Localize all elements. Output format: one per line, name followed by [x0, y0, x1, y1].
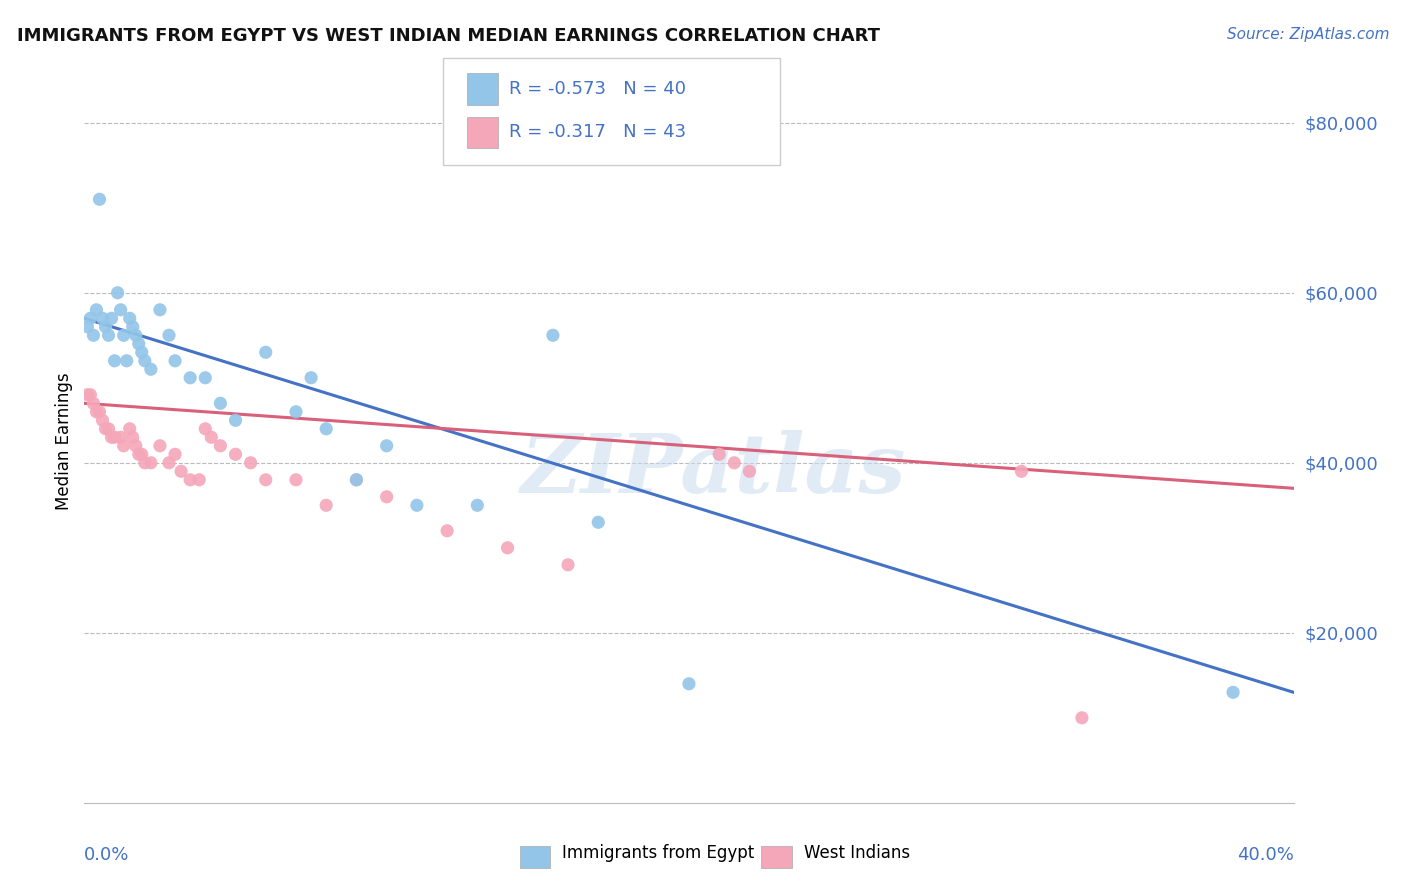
Point: [139, 362, 162, 376]
Text: Immigrants from Egypt: Immigrants from Egypt: [562, 845, 754, 863]
Point: [285, 405, 308, 419]
Point: [86, 302, 108, 317]
Point: [112, 328, 135, 343]
Point: [76, 388, 98, 402]
Point: [91, 311, 114, 326]
Point: [254, 473, 277, 487]
Point: [188, 473, 211, 487]
Point: [209, 439, 232, 453]
Point: [115, 353, 138, 368]
Point: [104, 353, 127, 368]
Point: [709, 447, 731, 461]
Point: [1222, 685, 1244, 699]
Text: R = -0.317   N = 43: R = -0.317 N = 43: [509, 123, 686, 141]
Point: [110, 430, 132, 444]
Point: [97, 328, 120, 343]
Point: [165, 353, 187, 368]
Point: [436, 524, 458, 538]
Point: [149, 302, 172, 317]
Text: West Indians: West Indians: [804, 845, 910, 863]
Point: [678, 677, 700, 691]
Point: [86, 405, 108, 419]
Point: [375, 439, 398, 453]
Point: [100, 311, 122, 326]
Text: 0.0%: 0.0%: [84, 847, 129, 864]
Text: 40.0%: 40.0%: [1237, 847, 1294, 864]
Point: [1071, 711, 1094, 725]
Point: [157, 328, 180, 343]
Point: [200, 430, 222, 444]
Point: [315, 498, 337, 512]
Point: [225, 413, 247, 427]
Point: [406, 498, 429, 512]
Point: [541, 328, 564, 343]
Point: [125, 439, 148, 453]
Point: [82, 328, 104, 343]
Point: [110, 302, 132, 317]
Point: [79, 388, 101, 402]
FancyBboxPatch shape: [520, 847, 550, 868]
Point: [194, 422, 217, 436]
Point: [346, 473, 368, 487]
Point: [139, 456, 162, 470]
Point: [104, 430, 127, 444]
Point: [131, 447, 153, 461]
Point: [557, 558, 579, 572]
Text: Source: ZipAtlas.com: Source: ZipAtlas.com: [1226, 27, 1389, 42]
Point: [165, 447, 187, 461]
Point: [134, 353, 156, 368]
FancyBboxPatch shape: [762, 847, 792, 868]
Point: [118, 311, 141, 326]
Point: [496, 541, 519, 555]
Point: [467, 498, 489, 512]
Point: [1011, 464, 1033, 478]
Point: [209, 396, 232, 410]
Point: [94, 422, 117, 436]
Text: ZIPatlas: ZIPatlas: [520, 431, 905, 510]
Point: [79, 311, 101, 326]
Point: [299, 371, 322, 385]
Point: [121, 430, 143, 444]
Point: [315, 422, 337, 436]
Point: [97, 422, 120, 436]
Point: [118, 422, 141, 436]
Point: [76, 319, 98, 334]
Point: [112, 439, 135, 453]
Point: [157, 456, 180, 470]
Point: [225, 447, 247, 461]
Point: [94, 319, 117, 334]
Point: [128, 447, 150, 461]
Point: [125, 328, 148, 343]
Point: [346, 473, 368, 487]
Point: [170, 464, 193, 478]
Point: [121, 319, 143, 334]
Text: R = -0.573   N = 40: R = -0.573 N = 40: [509, 80, 686, 98]
Point: [131, 345, 153, 359]
Point: [100, 430, 122, 444]
Point: [134, 456, 156, 470]
Point: [723, 456, 745, 470]
Point: [254, 345, 277, 359]
Text: IMMIGRANTS FROM EGYPT VS WEST INDIAN MEDIAN EARNINGS CORRELATION CHART: IMMIGRANTS FROM EGYPT VS WEST INDIAN MED…: [17, 27, 880, 45]
Point: [285, 473, 308, 487]
Point: [738, 464, 761, 478]
Point: [179, 371, 201, 385]
Point: [128, 336, 150, 351]
Point: [149, 439, 172, 453]
Point: [179, 473, 201, 487]
Point: [89, 192, 111, 206]
Point: [375, 490, 398, 504]
Y-axis label: Median Earnings: Median Earnings: [55, 373, 73, 510]
Point: [82, 396, 104, 410]
Point: [91, 413, 114, 427]
Point: [588, 516, 610, 530]
Point: [194, 371, 217, 385]
Point: [239, 456, 262, 470]
Point: [89, 405, 111, 419]
Point: [107, 285, 129, 300]
